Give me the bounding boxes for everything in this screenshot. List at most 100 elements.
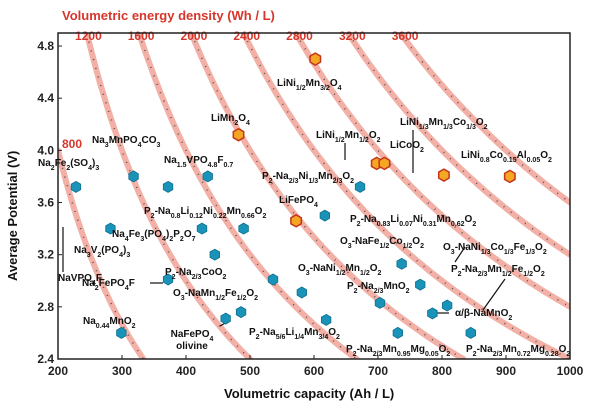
point-label: LiNi1/2Mn1/2O2 xyxy=(316,130,381,144)
isoline-band xyxy=(188,33,467,359)
sodium-marker xyxy=(415,278,426,291)
point-label: P2-Na0.8Li0.12Ni0.22Mn0.66O2 xyxy=(144,206,266,220)
point-label: α/β-NaMnO2 xyxy=(455,308,512,322)
isoline-label: 3600 xyxy=(392,29,419,43)
point-label: P2-Na2/3CoO2 xyxy=(165,267,227,281)
point-label: Na4Fe3(PO4)2P2O7 xyxy=(112,229,196,243)
isoline-label: 2400 xyxy=(233,29,260,43)
isoline-label: 3200 xyxy=(339,29,366,43)
sodium-marker xyxy=(70,180,82,193)
y-tick-label: 4.4 xyxy=(37,91,54,105)
point-label: NaFePO4 xyxy=(171,329,214,343)
isoline-label: 800 xyxy=(62,137,82,151)
isoline-label: 2800 xyxy=(286,29,313,43)
chart-title: Volumetric energy density (Wh / L) xyxy=(62,8,275,23)
sodium-marker xyxy=(105,222,116,235)
isoline-band xyxy=(397,33,570,206)
sodium-marker xyxy=(128,170,139,183)
isolines xyxy=(58,33,570,359)
point-label-line2: olivine xyxy=(176,341,208,352)
sodium-marker xyxy=(209,248,221,261)
lithium-marker xyxy=(378,156,391,171)
y-axis-title: Average Potential (V) xyxy=(5,151,20,281)
x-tick-label: 900 xyxy=(496,364,516,378)
point-label: Na3MnPO4CO3 xyxy=(92,135,161,149)
sodium-marker xyxy=(396,257,407,270)
point-label: O3-NaNi1/3Co1/3Fe1/3O2 xyxy=(443,242,547,256)
y-tick-label: 3.2 xyxy=(37,248,54,262)
sodium-marker xyxy=(354,180,366,193)
point-label: LiNi1/3Mn1/3Co1/3O2 xyxy=(400,117,488,131)
point-label: NaVPO4F xyxy=(58,273,102,287)
isoline-band xyxy=(292,33,570,310)
label-connector xyxy=(454,246,466,263)
point-label: O3-NaMn1/2Fe1/2O2 xyxy=(173,288,258,302)
y-tick-label: 4.0 xyxy=(37,143,54,157)
y-tick-label: 3.6 xyxy=(37,196,54,210)
x-tick-label: 800 xyxy=(432,364,452,378)
point-label: P2-Na2/3Mn0.72Mg0.28O2 xyxy=(466,344,570,358)
point-label: LiNi0.8Co0.15Al0.05O2 xyxy=(461,150,552,164)
sodium-marker xyxy=(320,313,332,326)
sodium-marker xyxy=(116,326,127,339)
y-tick-label: 2.4 xyxy=(37,352,54,366)
label-connector xyxy=(482,278,506,311)
point-label: P2-Na2/3MnO2 xyxy=(347,281,410,295)
sodium-marker xyxy=(441,299,453,312)
point-labels: NaVPO4F Na2Fe2(SO4)3 Na3MnPO4CO3Na1.5VPO4.… xyxy=(38,78,570,358)
lithium-marker xyxy=(503,169,516,184)
isoline-band xyxy=(240,33,570,359)
point-label: P2-Na2/3Mn0.95Mg0.05O2 xyxy=(346,344,450,358)
point-label: O3-NaFe1/2Co1/2O2 xyxy=(340,236,424,250)
label-connectors xyxy=(62,130,506,327)
isoline-label: 1200 xyxy=(75,29,102,43)
isoline-dots xyxy=(347,33,570,256)
point-label: P2-Na2/3Mn1/2Fe1/2O2 xyxy=(451,264,545,278)
point-label: LiNi1/2Mn3/2O4 xyxy=(277,78,342,92)
point-label: P2-Na2/3Ni1/3Mn2/3O2 xyxy=(262,171,354,185)
sodium-marker xyxy=(202,170,213,183)
axes: 200 300 400 500 600 700 800 900 1000 2.4 2.8 3.2 3.6… xyxy=(37,39,583,378)
sodium-marker xyxy=(427,307,438,320)
x-tick-label: 300 xyxy=(112,364,132,378)
x-tick-label: 600 xyxy=(304,364,324,378)
sodium-marker xyxy=(162,180,174,193)
point-label: LiCoO2 xyxy=(390,140,424,154)
isoline-dots xyxy=(399,33,570,204)
point-label: LiMn2O4 xyxy=(211,113,250,127)
sodium-marker xyxy=(319,209,331,222)
sodium-marker xyxy=(220,312,231,325)
x-tick-label: 700 xyxy=(368,364,388,378)
x-tick-label: 500 xyxy=(240,364,260,378)
sodium-marker xyxy=(374,296,386,309)
x-tick-label: 1000 xyxy=(557,364,584,378)
sodium-marker xyxy=(296,286,308,299)
isoline-band xyxy=(136,33,360,359)
sodium-marker xyxy=(196,222,208,235)
isoline-dots xyxy=(85,33,251,359)
sodium-marker xyxy=(238,222,249,235)
isoline-label: 2000 xyxy=(181,29,208,43)
point-label: Na3V2(PO4)3 xyxy=(74,245,130,259)
point-label: Na2FePO4F xyxy=(82,278,135,292)
x-tick-label: 400 xyxy=(176,364,196,378)
point-label: Na0.44MnO2 xyxy=(83,316,136,330)
point-label: P2-Na5/6Li1/4Mn3/4O2 xyxy=(249,327,340,341)
lithium-marker xyxy=(437,168,450,182)
sodium-marker xyxy=(162,273,174,286)
sodium-marker xyxy=(392,326,404,339)
y-tick-label: 4.8 xyxy=(37,39,54,53)
lithium-marker xyxy=(309,52,322,66)
y-tick-label: 2.8 xyxy=(37,300,54,314)
point-label: LiFePO4 xyxy=(279,195,318,209)
data-markers xyxy=(70,52,516,339)
x-axis-title: Volumetric capacity (Ah / L) xyxy=(224,386,394,401)
sodium-marker xyxy=(235,306,247,319)
isoline-label: 1600 xyxy=(128,29,155,43)
lithium-marker xyxy=(232,127,245,142)
point-label: Na2Fe2(SO4)3 xyxy=(38,158,99,172)
point-label: O3-NaNi1/2Mn1/2O2 xyxy=(298,263,382,277)
isoline-dots xyxy=(58,150,144,359)
point-label: Na1.5VPO4.8F0.7 xyxy=(164,155,233,169)
